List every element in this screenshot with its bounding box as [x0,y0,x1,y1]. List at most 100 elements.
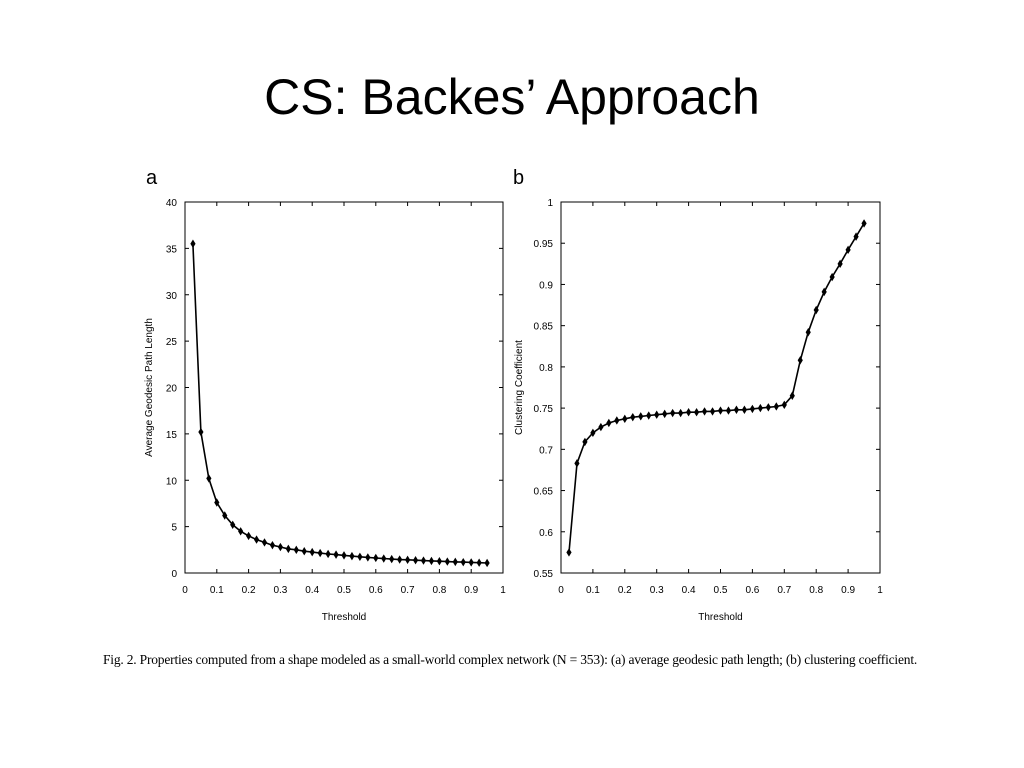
data-point [845,245,851,255]
x-tick-label: 0.2 [242,585,256,596]
data-point [733,405,740,414]
data-point [797,356,803,365]
y-tick-label: 0.65 [534,487,554,498]
y-tick-label: 0.7 [539,445,553,456]
series-line [192,243,488,564]
data-point [662,409,668,419]
data-point [301,547,307,556]
data-point [333,550,339,559]
x-tick-label: 0.7 [401,585,415,596]
data-point [821,287,827,297]
x-tick-label: 0.7 [777,585,791,596]
data-point [566,548,572,557]
data-point [813,305,819,315]
data-point [198,427,204,437]
y-tick-label: 0.85 [534,322,554,333]
data-point [757,403,763,413]
data-point [357,552,363,561]
data-point [574,459,580,468]
data-point [670,408,676,418]
data-point [341,551,347,560]
x-axis-label: Threshold [322,612,366,623]
data-point [484,558,490,568]
data-point [285,544,291,554]
x-tick-label: 0.3 [273,585,287,596]
x-axis-label: Threshold [698,612,742,623]
slide-title: CS: Backes’ Approach [264,69,760,125]
data-point [381,554,387,563]
y-tick-label: 35 [166,244,178,255]
y-axis-label: Clustering Coefficient [514,340,525,435]
data-point [582,437,588,447]
x-tick-label: 0.9 [464,585,478,596]
x-tick-label: 0.5 [337,585,351,596]
data-point [861,219,867,228]
x-tick-label: 0 [182,585,188,596]
x-tick-label: 0.1 [586,585,600,596]
data-point [781,400,787,410]
y-tick-label: 0.55 [534,569,554,580]
y-axis-label: Average Geodesic Path Length [144,318,155,457]
data-point [606,418,612,428]
panel-label: a [146,167,158,189]
plot-frame [184,201,504,574]
y-tick-label: 0.75 [534,404,554,415]
x-tick-label: 1 [500,585,506,596]
data-point [853,232,859,241]
data-point [238,527,244,536]
x-tick-label: 0.8 [432,585,446,596]
x-tick-label: 0.9 [841,585,855,596]
data-point [325,549,331,559]
data-point [741,405,748,414]
data-point [460,557,466,567]
x-tick-label: 0.1 [210,585,224,596]
data-point [468,558,474,567]
data-point [765,403,771,412]
data-point [598,422,604,432]
y-tick-label: 30 [166,291,178,302]
data-point [269,540,276,550]
data-point [590,428,596,438]
data-point [277,542,283,552]
data-point [654,410,660,419]
data-point [253,535,260,544]
data-point [709,407,716,416]
data-point [261,538,268,547]
data-point [309,547,315,557]
data-point [444,557,450,566]
y-tick-label: 10 [166,476,178,487]
data-point [190,239,196,248]
plot-frame [560,201,881,574]
data-point [678,408,684,418]
y-tick-label: 15 [166,430,178,441]
data-point [405,555,411,565]
y-tick-label: 40 [166,198,178,209]
data-point [420,556,427,565]
series-line [568,222,865,553]
data-point [622,414,628,424]
data-point [373,553,379,563]
data-point [452,557,458,567]
y-tick-label: 5 [171,523,177,534]
data-point [476,558,482,567]
data-point [214,498,220,507]
data-point [749,404,755,414]
data-point [389,554,395,564]
data-point [686,408,692,417]
data-point [638,412,644,421]
figure-caption: Fig. 2. Properties computed from a shape… [103,652,918,667]
data-point [397,555,403,564]
data-point [701,407,708,416]
y-tick-label: 0.95 [534,239,554,250]
data-point [365,553,371,562]
data-point [789,391,795,400]
data-point [206,474,212,483]
data-point [717,406,724,415]
x-tick-label: 0.8 [809,585,823,596]
x-tick-label: 0 [558,585,564,596]
y-tick-label: 0.8 [539,363,553,374]
x-tick-label: 0.6 [369,585,383,596]
x-tick-label: 0.3 [650,585,664,596]
data-point [349,551,355,561]
